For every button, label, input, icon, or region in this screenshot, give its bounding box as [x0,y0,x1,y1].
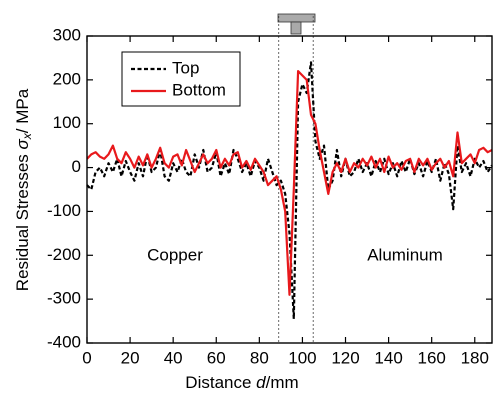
x-tick-label: 20 [121,348,140,367]
y-tick-label: -300 [47,289,81,308]
annotation: Aluminum [367,245,443,264]
series-line [86,61,493,320]
y-tick-label: -400 [47,332,81,351]
y-tick-label: 300 [53,25,81,44]
plot-frame [86,35,493,344]
x-tick-label: 40 [164,348,183,367]
legend-label: Top [172,58,199,77]
x-tick-label: 80 [250,348,269,367]
series-line [86,69,493,296]
x-tick-label: 0 [82,348,91,367]
x-axis-label: Distance d/mm [185,373,298,392]
legend-box [121,51,241,107]
y-tick-label: -200 [47,245,81,264]
annotation: Copper [147,245,203,264]
legend-label: Bottom [172,80,226,99]
x-tick-label: 60 [207,348,226,367]
x-tick-label: 140 [374,348,402,367]
tool-pin [290,21,302,35]
y-tick-label: 200 [53,69,81,88]
tool-shoulder [277,13,316,23]
x-tick-label: 100 [288,348,316,367]
y-tick-label: 0 [72,157,81,176]
y-tick-label: 100 [53,113,81,132]
y-axis-label: Residual Stresses σx/ MPa [13,88,34,291]
x-tick-label: 180 [461,348,489,367]
x-tick-label: 160 [417,348,445,367]
x-tick-label: 120 [331,348,359,367]
y-tick-label: -100 [47,201,81,220]
